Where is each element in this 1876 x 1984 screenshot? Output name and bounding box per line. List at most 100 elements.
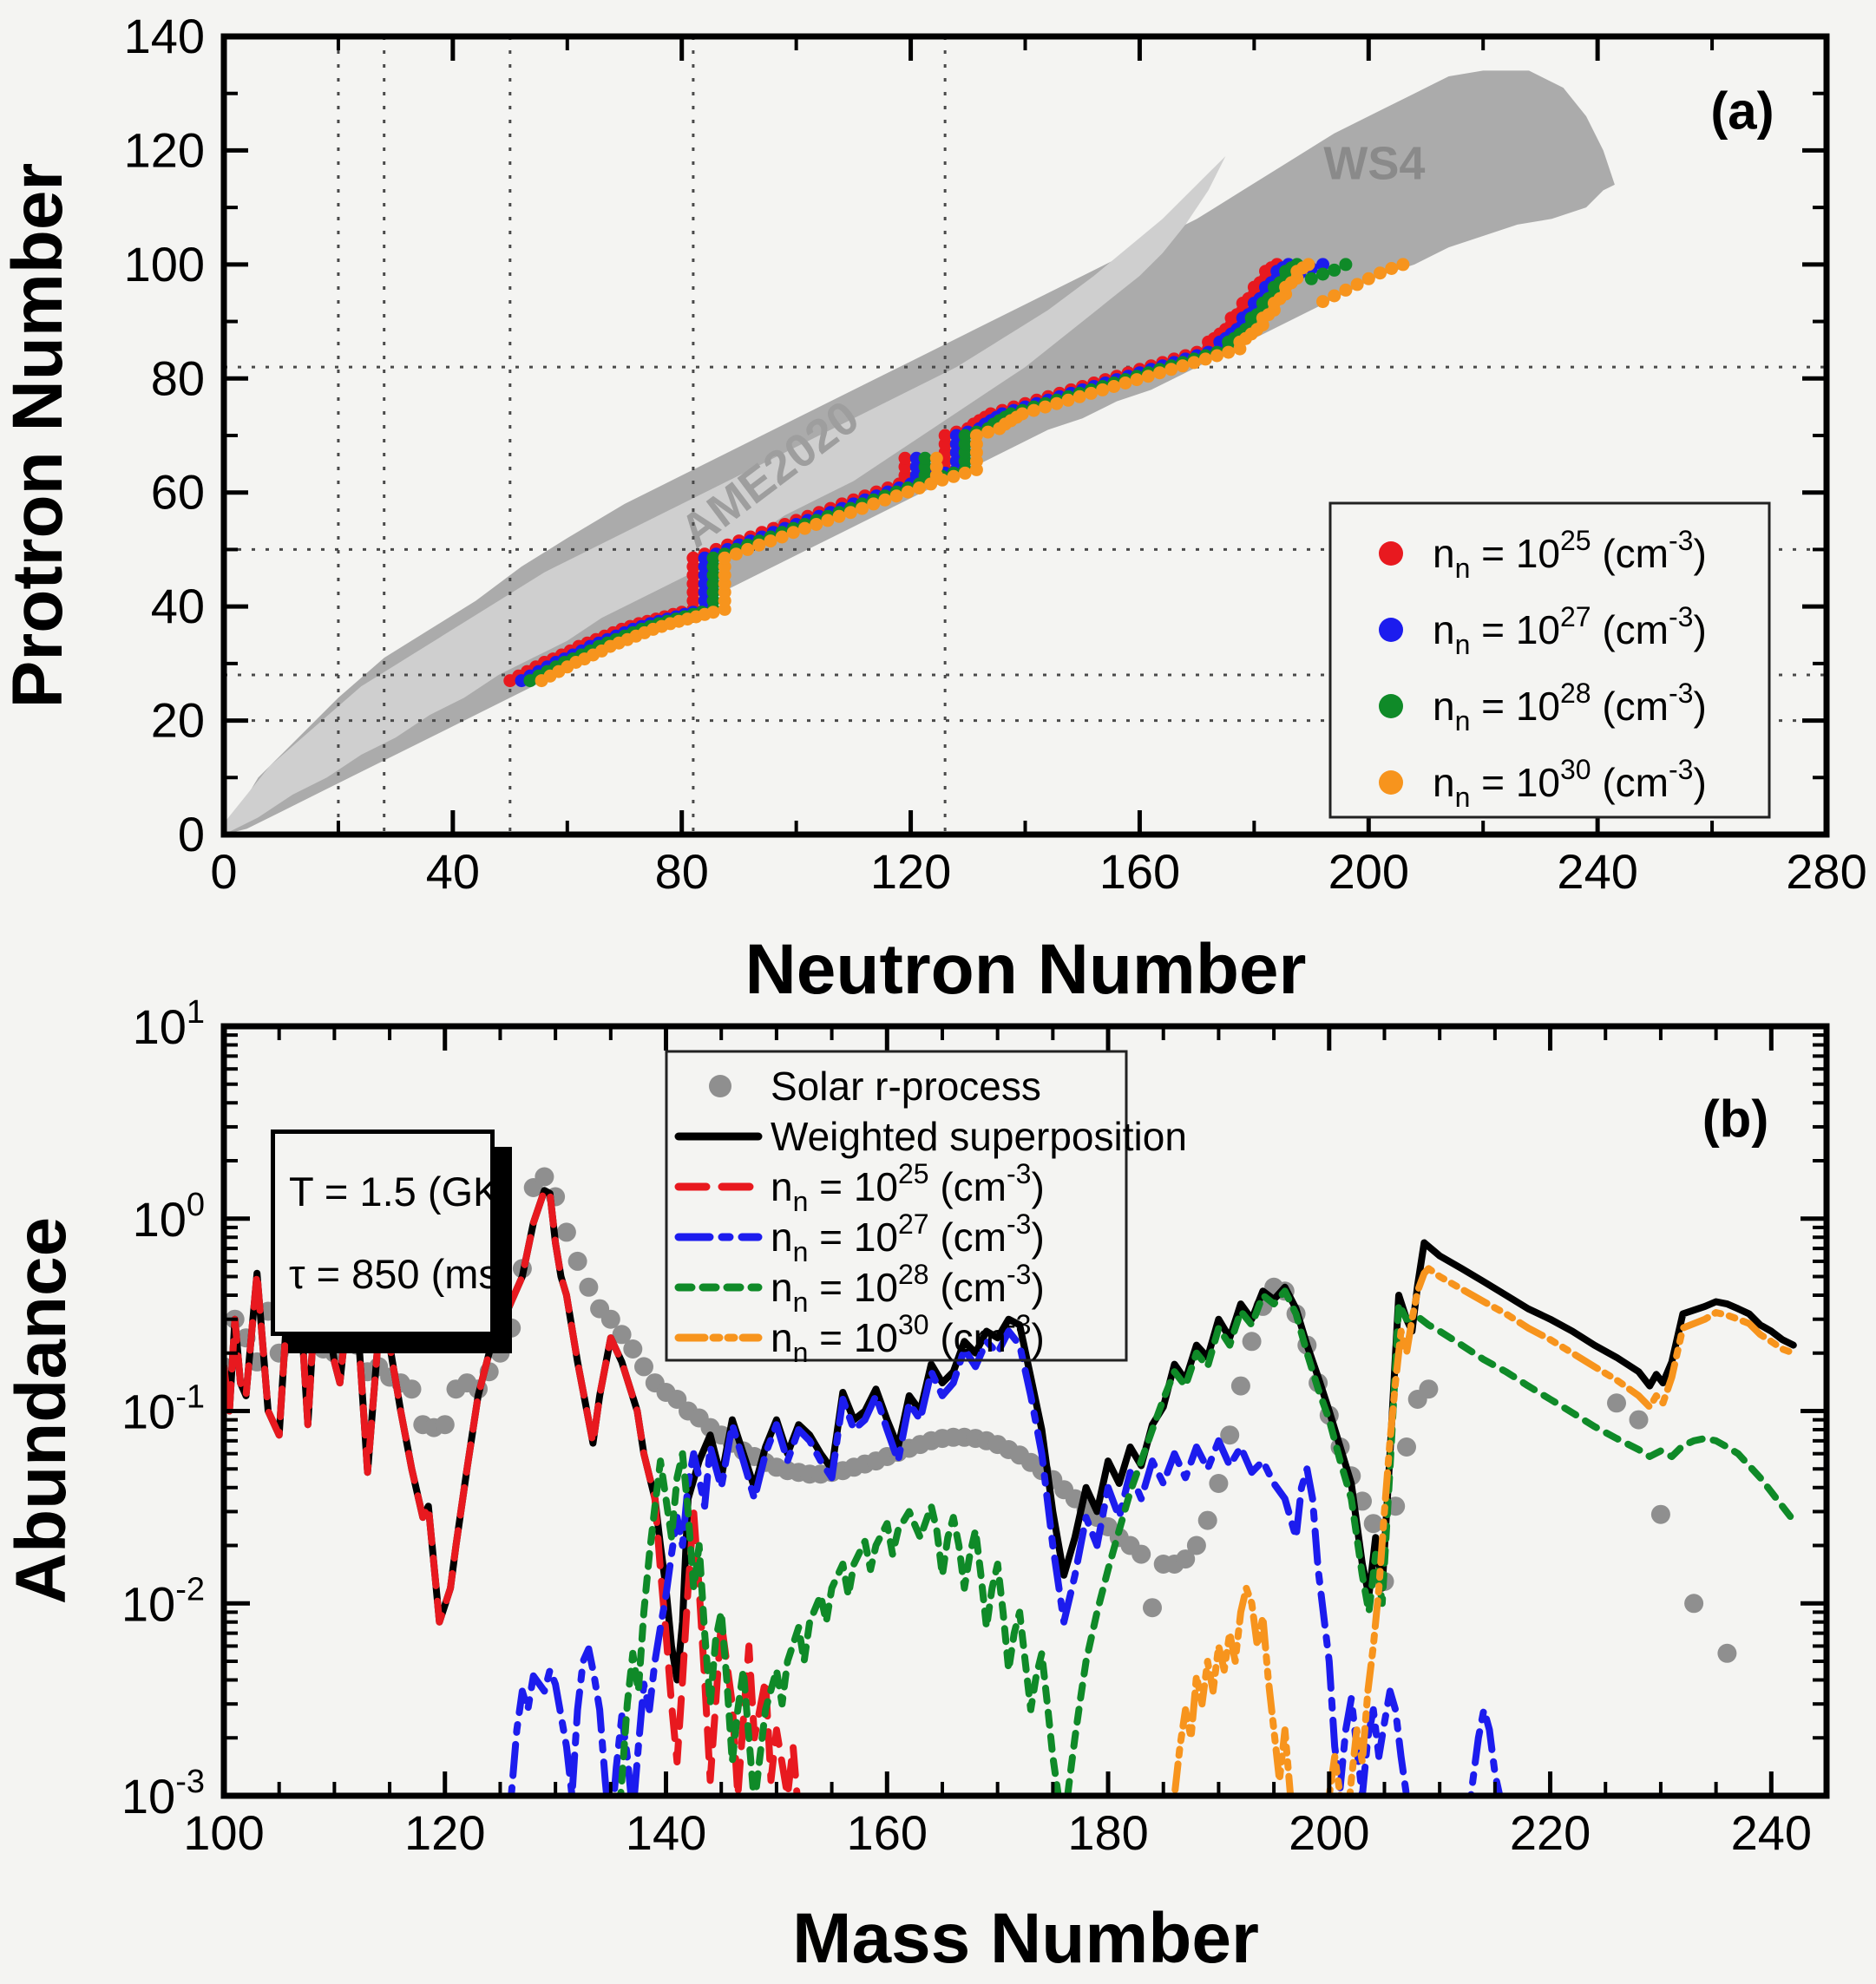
- solar-dot: [435, 1415, 455, 1435]
- panel-a-x-tick-label: 0: [210, 844, 237, 899]
- data-point: [706, 551, 720, 565]
- data-point: [1396, 258, 1410, 272]
- solar-dot: [535, 1167, 554, 1187]
- data-point: [981, 425, 995, 439]
- data-point: [856, 501, 869, 515]
- panel-a-y-tick-label: 140: [124, 9, 205, 63]
- data-point: [786, 526, 800, 540]
- data-point: [1072, 390, 1086, 403]
- data-point: [741, 542, 755, 556]
- solar-dot: [1629, 1410, 1649, 1430]
- region-ame2020: [224, 156, 1226, 835]
- data-point: [1316, 258, 1329, 272]
- panel-a-frame: [220, 33, 1830, 838]
- data-point: [1107, 380, 1121, 393]
- legend-label-nn-1e27: nn = 1027 (cm-3): [771, 1208, 1045, 1267]
- panel-a-x-tick-label: 40: [426, 844, 480, 899]
- region-label-ws4: WS4: [1323, 137, 1425, 189]
- legend-label-nn-1e25: nn = 1025 (cm-3): [771, 1158, 1045, 1217]
- solar-dot: [1650, 1504, 1670, 1524]
- legend-marker-dot: [1379, 770, 1403, 795]
- legend-marker-dot: [1379, 694, 1403, 718]
- data-point: [832, 509, 846, 523]
- solar-dot: [579, 1277, 599, 1297]
- data-point: [1084, 386, 1098, 400]
- panel-b-y-axis-title: Abundance: [2, 1216, 81, 1605]
- solar-dot: [1132, 1544, 1151, 1564]
- data-point: [1350, 278, 1364, 291]
- legend-label-nn-1e25: nn = 1025 (cm-3): [1433, 525, 1707, 584]
- legend-label: Solar r-process: [771, 1064, 1041, 1109]
- data-point: [1328, 263, 1341, 277]
- data-point: [1061, 393, 1075, 407]
- panel-a-legend-box: [1328, 501, 1771, 819]
- solar-dot: [402, 1379, 422, 1399]
- data-point: [1222, 345, 1236, 359]
- solar-dot: [600, 1309, 620, 1329]
- legend-label-nn-1e27: nn = 1027 (cm-3): [1433, 601, 1707, 660]
- data-point: [1050, 396, 1064, 410]
- panel-b-x-tick-label: 160: [847, 1805, 928, 1860]
- data-point: [1039, 400, 1053, 414]
- data-point: [1339, 258, 1353, 272]
- panel-b-x-tick-label: 200: [1289, 1805, 1369, 1860]
- curve-nn27: [508, 1327, 1411, 1796]
- panel-a-x-tick-label: 120: [870, 844, 951, 899]
- data-point: [1015, 407, 1029, 421]
- solar-dot: [1220, 1425, 1240, 1445]
- data-point: [947, 469, 961, 483]
- solar-dot: [1684, 1594, 1704, 1614]
- data-point: [764, 534, 777, 548]
- solar-dot: [612, 1325, 632, 1345]
- data-point: [918, 451, 932, 465]
- data-point: [686, 551, 700, 565]
- curve-nn27: [1467, 1706, 1504, 1796]
- panel-b-y-tick-label: 10-2: [121, 1571, 205, 1631]
- data-point: [1198, 352, 1212, 366]
- legend-marker-dot: [1379, 541, 1403, 566]
- panel-a-x-tick-label: 240: [1557, 844, 1637, 899]
- data-point: [843, 506, 857, 520]
- panel-b-y-tick-label: 101: [133, 994, 205, 1054]
- solar-dot: [1397, 1437, 1416, 1457]
- panel-a-tag: (a): [1710, 82, 1774, 141]
- data-point: [1187, 356, 1201, 370]
- panel-a-y-tick-label: 60: [151, 465, 205, 520]
- data-point: [1118, 377, 1132, 390]
- data-point: [1374, 266, 1387, 280]
- data-point: [821, 514, 835, 527]
- legend-label-nn-1e30: nn = 1030 (cm-3): [1433, 754, 1707, 813]
- path-series-nn-1e30: [535, 258, 1410, 688]
- data-point: [958, 466, 972, 480]
- data-point: [1130, 373, 1144, 387]
- curve-nn30: [1171, 1265, 1797, 1796]
- panel-b-legend-box: [665, 1050, 1128, 1362]
- data-point: [867, 497, 881, 511]
- solar-dot: [1607, 1393, 1626, 1413]
- data-point: [752, 538, 766, 552]
- panel-a-y-tick-label: 100: [124, 237, 205, 291]
- tau-value: τ = 850 (ms): [289, 1250, 513, 1297]
- data-point: [969, 429, 983, 442]
- panel-a-y-tick-label: 20: [151, 693, 205, 748]
- data-point: [1361, 272, 1375, 285]
- panel-b-tag: (b): [1702, 1090, 1769, 1149]
- panel-b-frame: [220, 1023, 1830, 1799]
- data-point: [706, 606, 720, 619]
- data-point: [938, 429, 952, 442]
- data-point: [935, 473, 949, 487]
- panel-a-x-tick-label: 160: [1099, 844, 1180, 899]
- data-point: [889, 489, 903, 503]
- panel-a-legend: nn = 1025 (cm-3) nn = 1027 (cm-3) nn = 102…: [1328, 501, 1771, 819]
- panel-a-y-tick-label: 80: [151, 350, 205, 405]
- solar-dot: [1230, 1376, 1250, 1396]
- panel-a-x-tick-label: 80: [655, 844, 709, 899]
- data-point: [1210, 349, 1223, 363]
- data-point: [1164, 363, 1178, 377]
- panel-b-x-tick-label: 100: [183, 1805, 264, 1860]
- solar-dot: [1186, 1535, 1206, 1555]
- data-point: [1385, 262, 1399, 275]
- solar-dot: [623, 1339, 643, 1359]
